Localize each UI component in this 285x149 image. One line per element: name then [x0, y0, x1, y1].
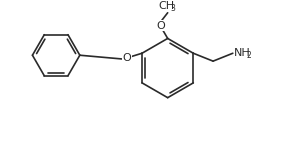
- Text: 2: 2: [246, 51, 251, 60]
- Text: NH: NH: [234, 48, 251, 58]
- Text: O: O: [156, 21, 165, 31]
- Text: O: O: [123, 53, 132, 63]
- Text: 3: 3: [170, 4, 175, 13]
- Text: CH: CH: [159, 1, 175, 11]
